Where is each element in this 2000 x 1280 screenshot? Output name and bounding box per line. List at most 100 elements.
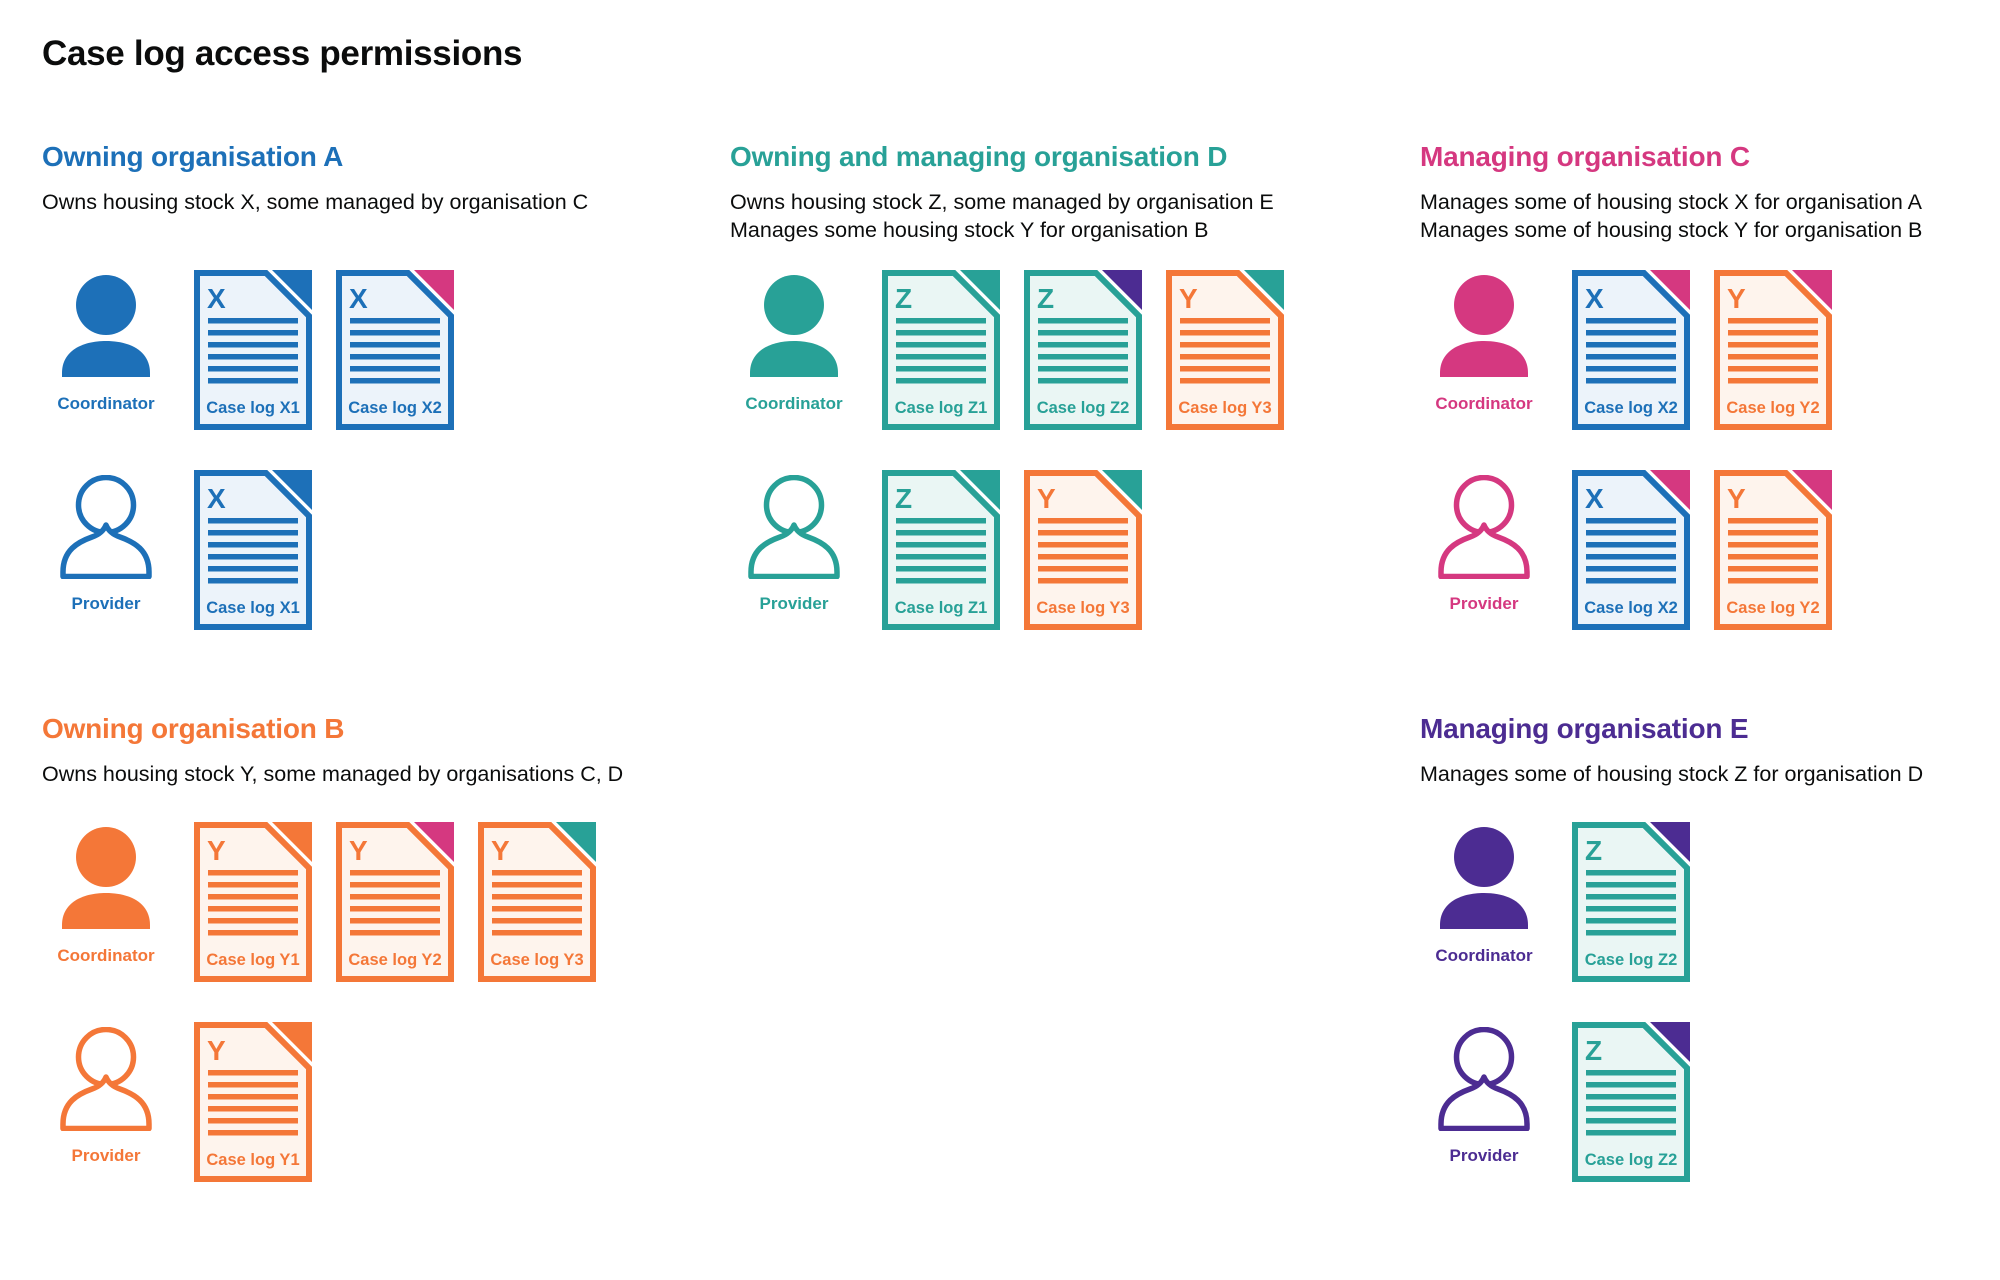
doc-text-line xyxy=(896,330,986,336)
doc-text-line xyxy=(1038,578,1128,584)
doc-fold-corner xyxy=(1102,470,1142,510)
provider-person: Provider xyxy=(42,470,170,614)
section-owning-org-b: Owning organisation B Owns housing stock … xyxy=(42,712,702,1272)
case-log-docs: Y Case log Y1 xyxy=(194,1022,312,1182)
doc-label: Case log Z2 xyxy=(1585,951,1678,969)
doc-text-line xyxy=(896,354,986,360)
doc-text-line xyxy=(1180,342,1270,348)
doc-text-line xyxy=(896,366,986,372)
doc-text-line xyxy=(1586,894,1676,900)
provider-row: Provider Z Case log Z2 xyxy=(1420,1022,1690,1182)
person-silhouette xyxy=(62,275,150,377)
doc-text-line xyxy=(1728,318,1818,324)
doc-text-line xyxy=(208,894,298,900)
doc-stock-letter: Y xyxy=(207,1035,226,1066)
person-shoulders xyxy=(1438,1074,1530,1131)
case-log-doc: Z Case log Z2 xyxy=(1024,270,1142,430)
provider-row: Provider X Case log X2 Y Case log Y2 xyxy=(1420,470,1832,630)
person-role-label: Coordinator xyxy=(1435,394,1533,413)
doc-text-line xyxy=(1038,318,1128,324)
provider-icon xyxy=(1436,1022,1532,1131)
case-log-doc-icon: X Case log X2 xyxy=(1572,270,1690,430)
doc-text-line xyxy=(1180,318,1270,324)
doc-stock-letter: Y xyxy=(207,835,226,866)
doc-page xyxy=(1572,270,1690,430)
doc-label: Case log Y2 xyxy=(1726,399,1819,417)
person-head xyxy=(1454,827,1514,887)
doc-text-line xyxy=(208,870,298,876)
doc-text-line xyxy=(1586,578,1676,584)
doc-text-line xyxy=(896,578,986,584)
coordinator-person: Coordinator xyxy=(42,822,170,966)
doc-fold-corner xyxy=(556,822,596,862)
doc-text-line xyxy=(1038,542,1128,548)
coordinator-person: Coordinator xyxy=(730,270,858,414)
doc-text-line xyxy=(896,542,986,548)
doc-text-line xyxy=(492,906,582,912)
doc-label: Case log Y3 xyxy=(1036,599,1129,617)
doc-text-line xyxy=(1180,354,1270,360)
doc-text-line xyxy=(350,354,440,360)
case-log-doc: Y Case log Y3 xyxy=(478,822,596,982)
person-role-label: Coordinator xyxy=(745,394,843,413)
person-shoulders xyxy=(1440,893,1528,929)
provider-person: Provider xyxy=(1420,470,1548,614)
doc-text-line xyxy=(350,906,440,912)
doc-label: Case log Z2 xyxy=(1037,399,1130,417)
case-log-docs: X Case log X2 Y Case log Y2 xyxy=(1572,470,1832,630)
doc-page xyxy=(1572,822,1690,982)
doc-text-line xyxy=(1038,530,1128,536)
doc-page xyxy=(1714,470,1832,630)
case-log-doc: Z Case log Z2 xyxy=(1572,822,1690,982)
doc-text-line xyxy=(208,530,298,536)
doc-text-line xyxy=(350,882,440,888)
coordinator-icon xyxy=(1436,822,1532,931)
provider-icon xyxy=(58,470,154,579)
doc-label: Case log Z1 xyxy=(895,599,988,617)
doc-text-line xyxy=(1586,378,1676,384)
case-log-doc: Y Case log Y2 xyxy=(1714,270,1832,430)
person-shoulders xyxy=(62,893,150,929)
doc-text-line xyxy=(350,894,440,900)
doc-text-line xyxy=(1586,918,1676,924)
person-role-label: Provider xyxy=(1449,1146,1519,1165)
doc-text-line xyxy=(1728,530,1818,536)
person-role-label: Coordinator xyxy=(57,394,155,413)
doc-label: Case log Y1 xyxy=(206,1151,299,1169)
doc-text-line xyxy=(1586,542,1676,548)
section-managing-org-e: Managing organisation E Manages some of h… xyxy=(1420,712,2000,1272)
section-description-line: Owns housing stock X, some managed by or… xyxy=(42,190,589,214)
person-shoulders xyxy=(748,522,840,579)
case-log-doc: X Case log X1 xyxy=(194,270,312,430)
case-log-docs: Z Case log Z2 xyxy=(1572,1022,1690,1182)
doc-text-line xyxy=(1038,554,1128,560)
doc-stock-letter: Z xyxy=(1585,1035,1602,1066)
doc-text-line xyxy=(208,1106,298,1112)
case-log-doc-icon: Y Case log Y3 xyxy=(1024,470,1142,630)
provider-icon xyxy=(1436,470,1532,579)
case-log-doc: Y Case log Y3 xyxy=(1166,270,1284,430)
doc-page xyxy=(194,470,312,630)
case-log-doc: Y Case log Y1 xyxy=(194,822,312,982)
section-description-line: Manages some of housing stock Z for orga… xyxy=(1420,762,1924,786)
doc-text-line xyxy=(1038,566,1128,572)
case-log-doc-icon: Y Case log Y1 xyxy=(194,822,312,982)
case-log-docs: X Case log X2 Y Case log Y2 xyxy=(1572,270,1832,430)
coordinator-row: Coordinator Y Case log Y1 Y Case log Y2 Y Case… xyxy=(42,822,596,982)
doc-text-line xyxy=(1728,378,1818,384)
section-title: Managing organisation E xyxy=(1420,713,1749,744)
doc-text-line xyxy=(1180,366,1270,372)
doc-text-line xyxy=(350,378,440,384)
doc-text-line xyxy=(492,930,582,936)
doc-text-line xyxy=(1728,554,1818,560)
section-description-line: Manages some housing stock Y for organis… xyxy=(730,218,1209,242)
provider-icon xyxy=(746,470,842,579)
doc-text-line xyxy=(896,518,986,524)
section-owning-managing-org-d: Owning and managing organisation D Owns h… xyxy=(730,140,1390,700)
person-shoulders xyxy=(62,341,150,377)
doc-text-line xyxy=(1180,330,1270,336)
provider-person: Provider xyxy=(42,1022,170,1166)
doc-stock-letter: X xyxy=(1585,283,1604,314)
coordinator-row: Coordinator Z Case log Z2 xyxy=(1420,822,1690,982)
